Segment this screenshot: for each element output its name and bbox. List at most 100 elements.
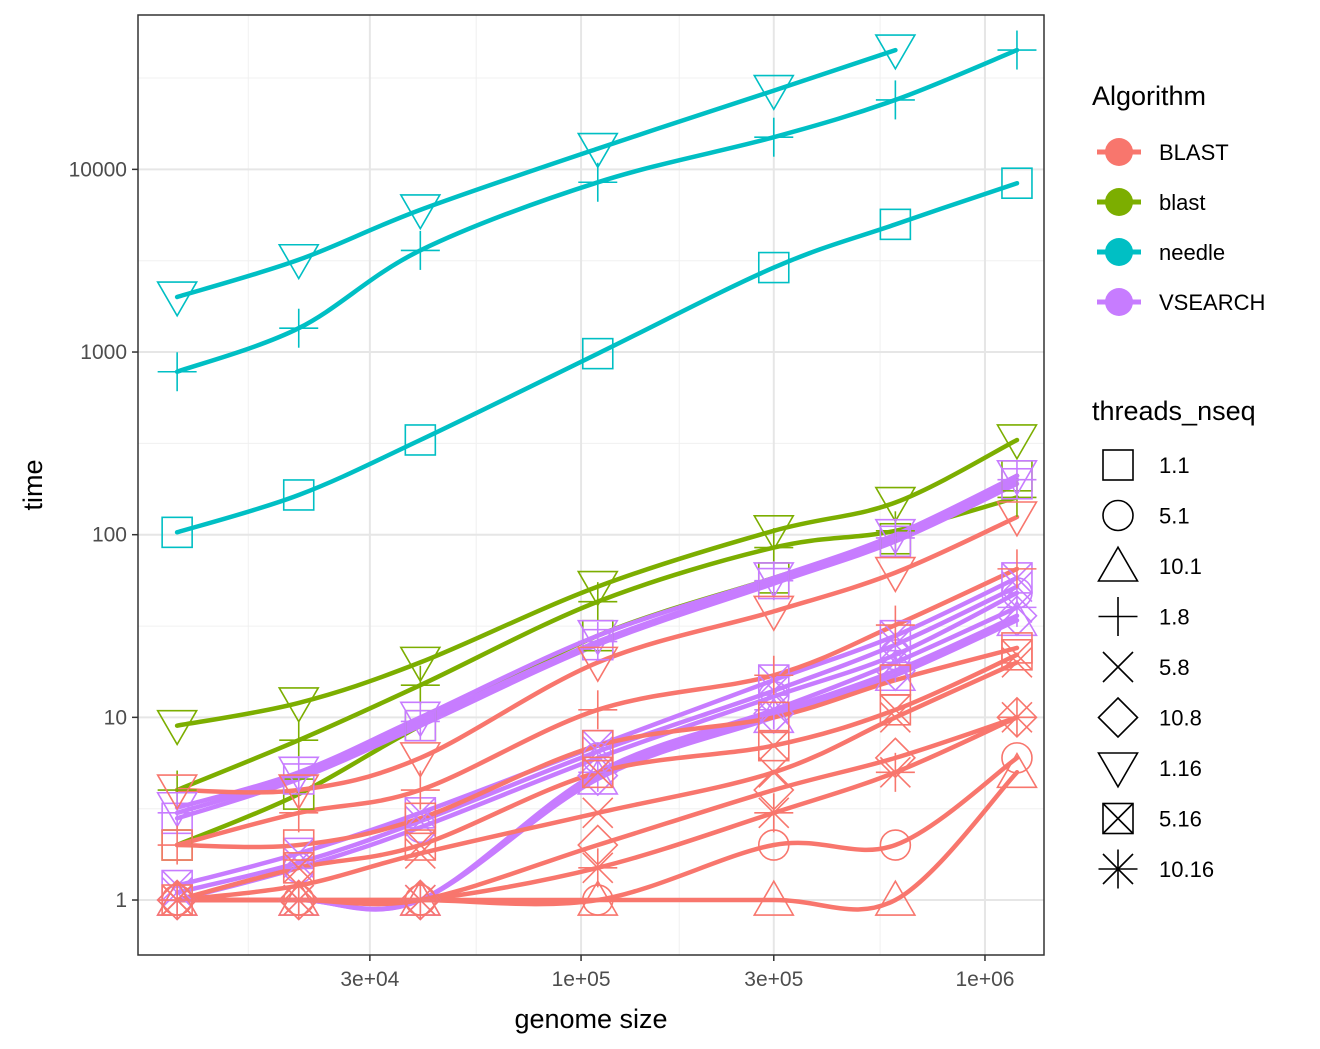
legend-shape-cross <box>1102 651 1134 683</box>
data-point-blast-1-1 <box>282 829 315 861</box>
data-point-blast-5-8 <box>1001 646 1033 678</box>
data-point-blast-1-8 <box>875 605 915 645</box>
data-point-blast-5-16 <box>581 756 614 789</box>
data-point-blast-1-16 <box>576 646 619 683</box>
data-point-blast-10-16 <box>279 880 319 920</box>
legend-shape-diamond <box>1097 696 1139 739</box>
y-tick-label: 10000 <box>69 158 127 181</box>
data-point-vsearch-1-8 <box>997 460 1037 500</box>
data-point-blast-1-8 <box>279 720 319 760</box>
legend-label: needle <box>1159 240 1225 265</box>
legend-item-vsearch: VSEARCH <box>1097 288 1265 316</box>
legend-shape-plus <box>1098 597 1138 636</box>
legend-label: 1.1 <box>1159 453 1190 478</box>
data-point-blast-1-16 <box>277 774 320 811</box>
legend-threads-title: threads_nseq <box>1092 396 1256 426</box>
legend-label: 5.8 <box>1159 655 1190 680</box>
data-point-needle-1-16 <box>156 281 199 318</box>
legend-shape-triangle-up <box>1097 545 1139 582</box>
data-point-vsearch-1-16 <box>156 791 199 829</box>
data-point-needle-1-16 <box>576 132 619 169</box>
legend-item-10-8: 10.8 <box>1097 696 1202 739</box>
legend-label: 10.16 <box>1159 857 1214 882</box>
legend-item-1-1: 1.1 <box>1102 449 1190 481</box>
y-axis-title: time <box>18 459 48 510</box>
data-point-blast-5-16 <box>879 693 912 726</box>
data-point-blast-1-16 <box>277 687 320 724</box>
data-point-blast-1-16 <box>576 570 619 607</box>
x-tick-label: 3e+04 <box>340 968 399 991</box>
x-tick-label: 1e+05 <box>552 968 611 991</box>
data-point-blast-10-16 <box>400 880 440 920</box>
data-point-blast-5-8 <box>879 701 911 733</box>
data-point-vsearch-1-1 <box>1001 467 1033 500</box>
data-point-blast-5-16 <box>282 852 315 884</box>
data-point-blast-1-16 <box>156 709 199 747</box>
data-point-blast-5-8 <box>758 756 790 788</box>
legend-shape-square-cross <box>1102 802 1134 835</box>
data-point-blast-10-1 <box>156 879 199 916</box>
data-point-blast-1-16 <box>874 556 917 593</box>
data-point-vsearch-5-8 <box>404 805 436 837</box>
legend-label: 10.8 <box>1159 706 1202 731</box>
data-point-blast-10-16 <box>875 752 915 792</box>
data-point-blast-5-16 <box>757 729 790 762</box>
data-point-blast-10-16 <box>157 880 197 920</box>
data-point-blast-1-1 <box>404 802 437 835</box>
data-point-needle-1-8 <box>875 80 915 120</box>
data-point-blast-1-1 <box>757 701 790 734</box>
legend-label: BLAST <box>1159 140 1229 165</box>
data-point-blast-1-16 <box>996 424 1038 461</box>
legend-threads: threads_nseq 1.1 5.1 10.1 1.8 5.8 10.8 1.16 5.1… <box>1092 396 1256 889</box>
data-point-blast-10-1 <box>277 879 320 916</box>
data-point-needle-1-8 <box>997 30 1037 70</box>
data-point-vsearch-1-1 <box>879 525 912 558</box>
data-point-blast-5-1 <box>1001 742 1033 774</box>
data-point-blast-1-16 <box>399 742 442 779</box>
legend-shape-triangle-down <box>1097 752 1139 789</box>
data-point-needle-1-1 <box>1001 167 1033 199</box>
data-point-blast-5-8 <box>404 837 436 869</box>
data-point-blast-10-1 <box>996 751 1038 789</box>
data-point-needle-1-16 <box>277 243 320 281</box>
data-point-blast-1-1 <box>581 729 614 762</box>
legend-swatch-dot <box>1105 138 1133 166</box>
data-point-needle-1-16 <box>399 194 442 231</box>
data-point-blast-5-8 <box>582 797 614 829</box>
data-point-vsearch-10-1 <box>874 654 917 692</box>
data-point-vsearch-1-1 <box>757 567 790 600</box>
data-point-needle-1-16 <box>752 74 795 111</box>
series-line-needle-1-1 <box>174 180 1020 535</box>
data-point-needle-1-1 <box>282 479 315 511</box>
data-point-blast-10-16 <box>997 697 1037 737</box>
data-point-vsearch-1-8 <box>400 701 440 741</box>
y-tick-label: 10 <box>104 706 127 729</box>
data-point-blast-5-1 <box>879 829 912 861</box>
legend-item-5-8: 5.8 <box>1102 651 1190 683</box>
data-point-vsearch-1-1 <box>404 709 437 742</box>
legend-label: 5.16 <box>1159 807 1202 832</box>
legend-label: 1.8 <box>1159 605 1190 630</box>
data-point-blast-10-1 <box>576 879 619 916</box>
legend-label: 5.1 <box>1159 504 1190 529</box>
legend-item-5-16: 5.16 <box>1102 802 1202 835</box>
data-point-needle-1-1 <box>404 424 437 456</box>
data-point-blast-1-8 <box>754 655 794 695</box>
series-points <box>156 30 1038 921</box>
legend-label: blast <box>1159 190 1205 215</box>
x-axis: 3e+04 1e+05 3e+05 1e+06 <box>340 955 1014 991</box>
data-point-needle-1-8 <box>578 162 618 202</box>
data-point-vsearch-1-8 <box>875 518 915 558</box>
data-point-blast-5-1 <box>757 829 790 861</box>
data-point-blast-1-8 <box>400 665 440 705</box>
data-point-vsearch-10-1 <box>996 599 1038 637</box>
legend-shape-square <box>1102 449 1134 481</box>
legend-swatch-dot <box>1105 238 1133 266</box>
data-point-needle-1-8 <box>754 117 794 157</box>
data-point-blast-1-16 <box>996 501 1038 538</box>
data-point-blast-10-1 <box>874 879 917 916</box>
data-point-blast-1-16 <box>399 646 442 683</box>
data-point-needle-1-1 <box>161 516 193 549</box>
legend-item-needle: needle <box>1097 238 1225 266</box>
